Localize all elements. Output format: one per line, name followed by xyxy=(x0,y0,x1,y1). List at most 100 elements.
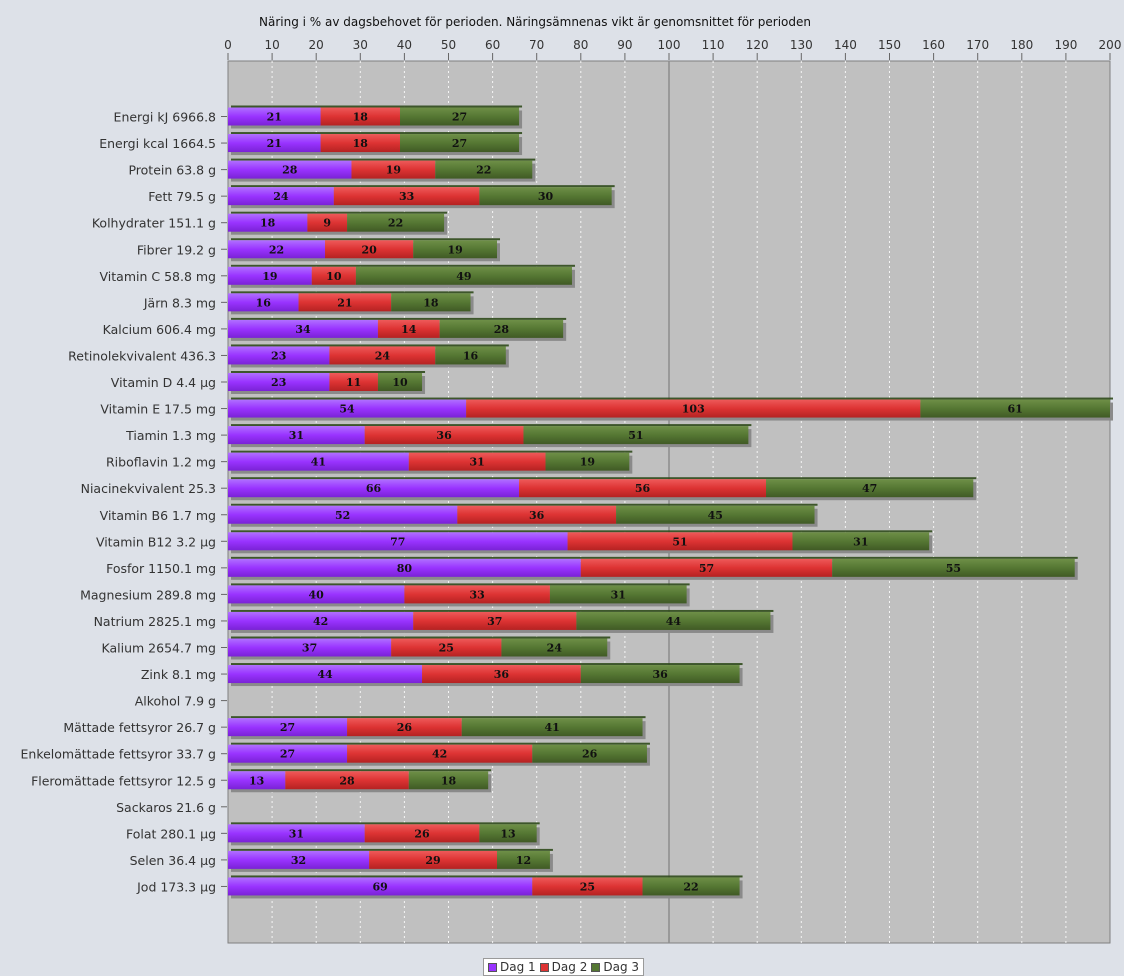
bar-dag-1 xyxy=(228,611,414,630)
legend: Dag 1 Dag 2 Dag 3 xyxy=(483,958,645,976)
x-tick-label: 180 xyxy=(1010,38,1033,52)
bar-value-label: 10 xyxy=(326,270,342,283)
bar-dag-3 xyxy=(355,266,572,285)
bar-dag-1 xyxy=(228,293,299,312)
bar-value-label: 27 xyxy=(452,137,467,150)
bar-value-label: 47 xyxy=(862,482,877,495)
bar-dag-1 xyxy=(228,532,568,551)
bar-dag-1 xyxy=(228,744,348,763)
bar-value-label: 31 xyxy=(289,429,304,442)
bar-dag-2 xyxy=(311,266,356,285)
bar-dag-3 xyxy=(545,452,630,471)
bar-value-label: 25 xyxy=(439,642,454,655)
bar-value-label: 22 xyxy=(388,217,403,230)
bar-value-label: 12 xyxy=(516,854,531,867)
x-tick-label: 200 xyxy=(1099,38,1122,52)
bar-top-edge xyxy=(231,397,1113,400)
bar-dag-3 xyxy=(435,160,533,179)
x-tick-label: 0 xyxy=(224,38,232,52)
bar-value-label: 25 xyxy=(580,880,595,893)
bar-dag-1 xyxy=(228,319,378,338)
bar-value-label: 23 xyxy=(271,376,286,389)
bar-dag-1 xyxy=(228,558,581,577)
bar-value-label: 37 xyxy=(487,615,502,628)
x-tick-label: 190 xyxy=(1054,38,1077,52)
bar-value-label: 52 xyxy=(335,509,350,522)
bar-value-label: 21 xyxy=(337,296,352,309)
bar-dag-3 xyxy=(523,426,749,445)
bar-value-label: 18 xyxy=(441,774,457,787)
bar-top-edge xyxy=(231,716,646,719)
bar-value-label: 22 xyxy=(683,880,698,893)
bar-value-label: 41 xyxy=(544,721,559,734)
legend-label-dag2: Dag 2 xyxy=(551,960,588,974)
bar-value-label: 26 xyxy=(582,748,598,761)
bar-top-edge xyxy=(231,105,523,108)
bar-dag-2 xyxy=(364,426,524,445)
bar-dag-1 xyxy=(228,134,321,153)
bar-value-label: 51 xyxy=(628,429,643,442)
category-label: Riboflavin 1.2 mg xyxy=(106,455,216,470)
bar-top-edge xyxy=(231,317,567,320)
x-tick-label: 100 xyxy=(658,38,681,52)
bar-value-label: 32 xyxy=(291,854,306,867)
bar-value-label: 36 xyxy=(436,429,452,442)
bar-value-label: 80 xyxy=(397,562,413,575)
bar-dag-3 xyxy=(479,187,612,206)
bar-dag-3 xyxy=(461,718,643,737)
bar-dag-2 xyxy=(333,187,480,206)
bar-dag-2 xyxy=(369,850,498,869)
bar-top-edge xyxy=(231,371,426,373)
bar-value-label: 19 xyxy=(386,164,401,177)
bar-dag-3 xyxy=(576,611,771,630)
bar-value-label: 103 xyxy=(682,403,705,416)
bar-dag-2 xyxy=(466,399,921,418)
legend-swatch-dag2 xyxy=(539,962,549,972)
bar-value-label: 41 xyxy=(311,456,326,469)
bar-top-edge xyxy=(231,742,650,745)
bar-value-label: 18 xyxy=(353,137,369,150)
bar-value-label: 42 xyxy=(313,615,328,628)
bar-dag-3 xyxy=(532,744,647,763)
bar-value-label: 9 xyxy=(323,217,331,230)
bar-top-edge xyxy=(231,875,743,878)
bar-dag-3 xyxy=(616,505,815,524)
bar-value-label: 40 xyxy=(309,588,325,601)
x-tick-label: 80 xyxy=(573,38,588,52)
bar-top-edge xyxy=(231,238,501,241)
bar-top-edge xyxy=(231,769,492,772)
bar-dag-1 xyxy=(228,877,533,896)
bar-value-label: 56 xyxy=(635,482,651,495)
category-label: Kalcium 606.4 mg xyxy=(103,322,216,337)
category-label: Retinolekvivalent 436.3 xyxy=(68,348,216,363)
bar-dag-1 xyxy=(228,505,458,524)
bar-dag-1 xyxy=(228,240,326,259)
x-tick-label: 170 xyxy=(966,38,989,52)
bar-value-label: 24 xyxy=(375,349,391,362)
bar-dag-1 xyxy=(228,452,409,471)
bar-value-label: 26 xyxy=(397,721,413,734)
bar-dag-1 xyxy=(228,585,405,604)
bar-dag-2 xyxy=(347,744,533,763)
bar-top-edge xyxy=(231,822,540,825)
bar-dag-1 xyxy=(228,718,348,737)
bar-value-label: 18 xyxy=(353,111,369,124)
bar-value-label: 36 xyxy=(653,668,669,681)
bar-top-edge xyxy=(231,663,743,666)
bar-value-label: 44 xyxy=(666,615,682,628)
bar-top-edge xyxy=(231,609,774,612)
legend-label-dag1: Dag 1 xyxy=(500,960,536,974)
bar-dag-3 xyxy=(439,319,564,338)
bar-top-edge xyxy=(231,158,536,161)
bar-dag-2 xyxy=(404,585,550,604)
category-label: Vitamin B6 1.7 mg xyxy=(100,508,216,523)
bar-dag-2 xyxy=(580,558,833,577)
bar-dag-1 xyxy=(228,665,423,684)
bar-dag-2 xyxy=(377,319,440,338)
category-label: Energi kcal 1664.5 xyxy=(99,136,216,151)
bar-value-label: 31 xyxy=(853,535,868,548)
legend-item-dag3: Dag 3 xyxy=(591,960,639,974)
category-label: Enkelomättade fettsyror 33.7 g xyxy=(21,747,217,762)
bar-value-label: 19 xyxy=(447,243,462,256)
